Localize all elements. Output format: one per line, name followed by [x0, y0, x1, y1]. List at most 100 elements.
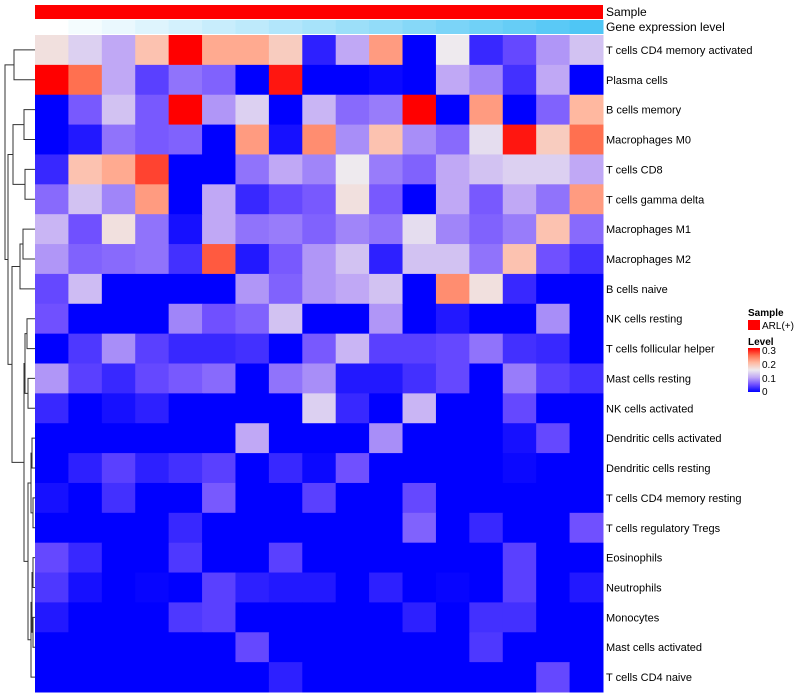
- heatmap-cell: [569, 35, 604, 66]
- heatmap-cell: [135, 423, 170, 454]
- dendrogram-branch: [32, 557, 35, 588]
- heatmap-cell: [435, 35, 470, 66]
- heatmap-cell: [68, 35, 103, 66]
- heatmap-cell: [502, 662, 537, 693]
- heatmap-cell: [569, 333, 604, 364]
- heatmap-cell: [435, 273, 470, 305]
- heatmap-cell: [402, 154, 437, 185]
- heatmap-cell: [302, 512, 337, 544]
- heatmap-cell: [302, 244, 337, 275]
- heatmap-cell: [502, 94, 537, 126]
- heatmap-cell: [469, 94, 504, 126]
- heatmap-cell: [101, 184, 136, 215]
- heatmap-cell: [268, 214, 303, 245]
- row-label: NK cells activated: [606, 403, 693, 415]
- heatmap-cell: [202, 333, 236, 364]
- heatmap-cell: [402, 512, 437, 544]
- dendrogram-branch: [32, 497, 35, 529]
- heatmap-cell: [369, 662, 404, 693]
- heatmap-cell: [135, 303, 170, 335]
- heatmap-cell: [435, 602, 470, 633]
- heatmap-cell: [302, 154, 337, 185]
- heatmap-cell: [135, 482, 170, 514]
- heatmap-cell: [268, 632, 303, 663]
- heatmap-cell: [235, 542, 270, 574]
- heatmap-cell: [35, 244, 69, 275]
- heatmap-cell: [202, 542, 236, 574]
- heatmap-cell: [68, 423, 103, 454]
- heatmap-cell: [101, 154, 136, 185]
- heatmap-cell: [536, 393, 571, 424]
- heatmap-cell: [369, 273, 404, 305]
- heatmap-cell: [402, 393, 437, 424]
- row-label: Eosinophils: [606, 553, 663, 565]
- heatmap-cell: [402, 244, 437, 275]
- heatmap-cell: [202, 393, 236, 424]
- heatmap-cell: [335, 393, 370, 424]
- heatmap-cell: [435, 393, 470, 424]
- heatmap-cell: [135, 124, 170, 155]
- heatmap-cell: [101, 602, 136, 633]
- heatmap-cell: [402, 124, 437, 155]
- heatmap-cell: [68, 303, 103, 335]
- dendrogram-branch: [27, 377, 35, 409]
- heatmap-cell: [536, 333, 571, 364]
- heatmap-cell: [435, 542, 470, 574]
- heatmap-cell: [35, 35, 69, 66]
- gene-expression-cell: [469, 20, 504, 34]
- heatmap-cell: [536, 572, 571, 603]
- heatmap-cell: [536, 35, 571, 66]
- heatmap-cell: [502, 154, 537, 185]
- heatmap-cell: [569, 273, 604, 305]
- heatmap-cell: [335, 273, 370, 305]
- row-label: T cells gamma delta: [606, 194, 705, 206]
- heatmap-cell: [68, 333, 103, 364]
- heatmap-cell: [202, 154, 236, 185]
- heatmap-cell: [469, 512, 504, 544]
- heatmap-cell: [68, 453, 103, 484]
- heatmap-cell: [68, 662, 103, 693]
- gene-expression-cell: [268, 20, 303, 34]
- heatmap-cell: [369, 393, 404, 424]
- heatmap-cell: [168, 214, 203, 245]
- heatmap-cell: [502, 333, 537, 364]
- heatmap-cell: [536, 184, 571, 215]
- heatmap-cell: [35, 184, 69, 215]
- heatmap-cell: [101, 214, 136, 245]
- heatmap-cell: [235, 632, 270, 663]
- heatmap-cell: [35, 363, 69, 394]
- heatmap-cell: [335, 572, 370, 603]
- heatmap-cell: [369, 244, 404, 275]
- heatmap-cell: [469, 602, 504, 633]
- heatmap-cell: [68, 632, 103, 663]
- heatmap-cell: [335, 512, 370, 544]
- heatmap-cell: [536, 273, 571, 305]
- heatmap-cell: [68, 602, 103, 633]
- heatmap-cell: [402, 632, 437, 663]
- heatmap-cell: [536, 512, 571, 544]
- heatmap-cell: [402, 363, 437, 394]
- dendrogram-branch: [4, 64, 14, 260]
- heatmap-cell: [335, 482, 370, 514]
- heatmap-cell: [268, 393, 303, 424]
- gene-expression-annotation-label: Gene expression level: [606, 20, 725, 34]
- heatmap-cell: [168, 273, 203, 305]
- heatmap-cell: [569, 512, 604, 544]
- heatmap-cell: [569, 303, 604, 335]
- heatmap-cell: [469, 64, 504, 96]
- heatmap-cell: [369, 602, 404, 633]
- heatmap-cell: [35, 453, 69, 484]
- heatmap-cell: [135, 184, 170, 215]
- heatmap-cell: [268, 662, 303, 693]
- heatmap-cell: [202, 363, 236, 394]
- heatmap-cell: [469, 303, 504, 335]
- heatmap-cell: [569, 184, 604, 215]
- heatmap-cell: [235, 214, 270, 245]
- heatmap-cell: [202, 124, 236, 155]
- heatmap-cell: [369, 542, 404, 574]
- heatmap-cell: [135, 363, 170, 394]
- legend-tick: 0.3: [762, 346, 776, 357]
- legend-level-title: Level: [748, 337, 774, 348]
- heatmap-cell: [235, 244, 270, 275]
- heatmap-cell: [202, 453, 236, 484]
